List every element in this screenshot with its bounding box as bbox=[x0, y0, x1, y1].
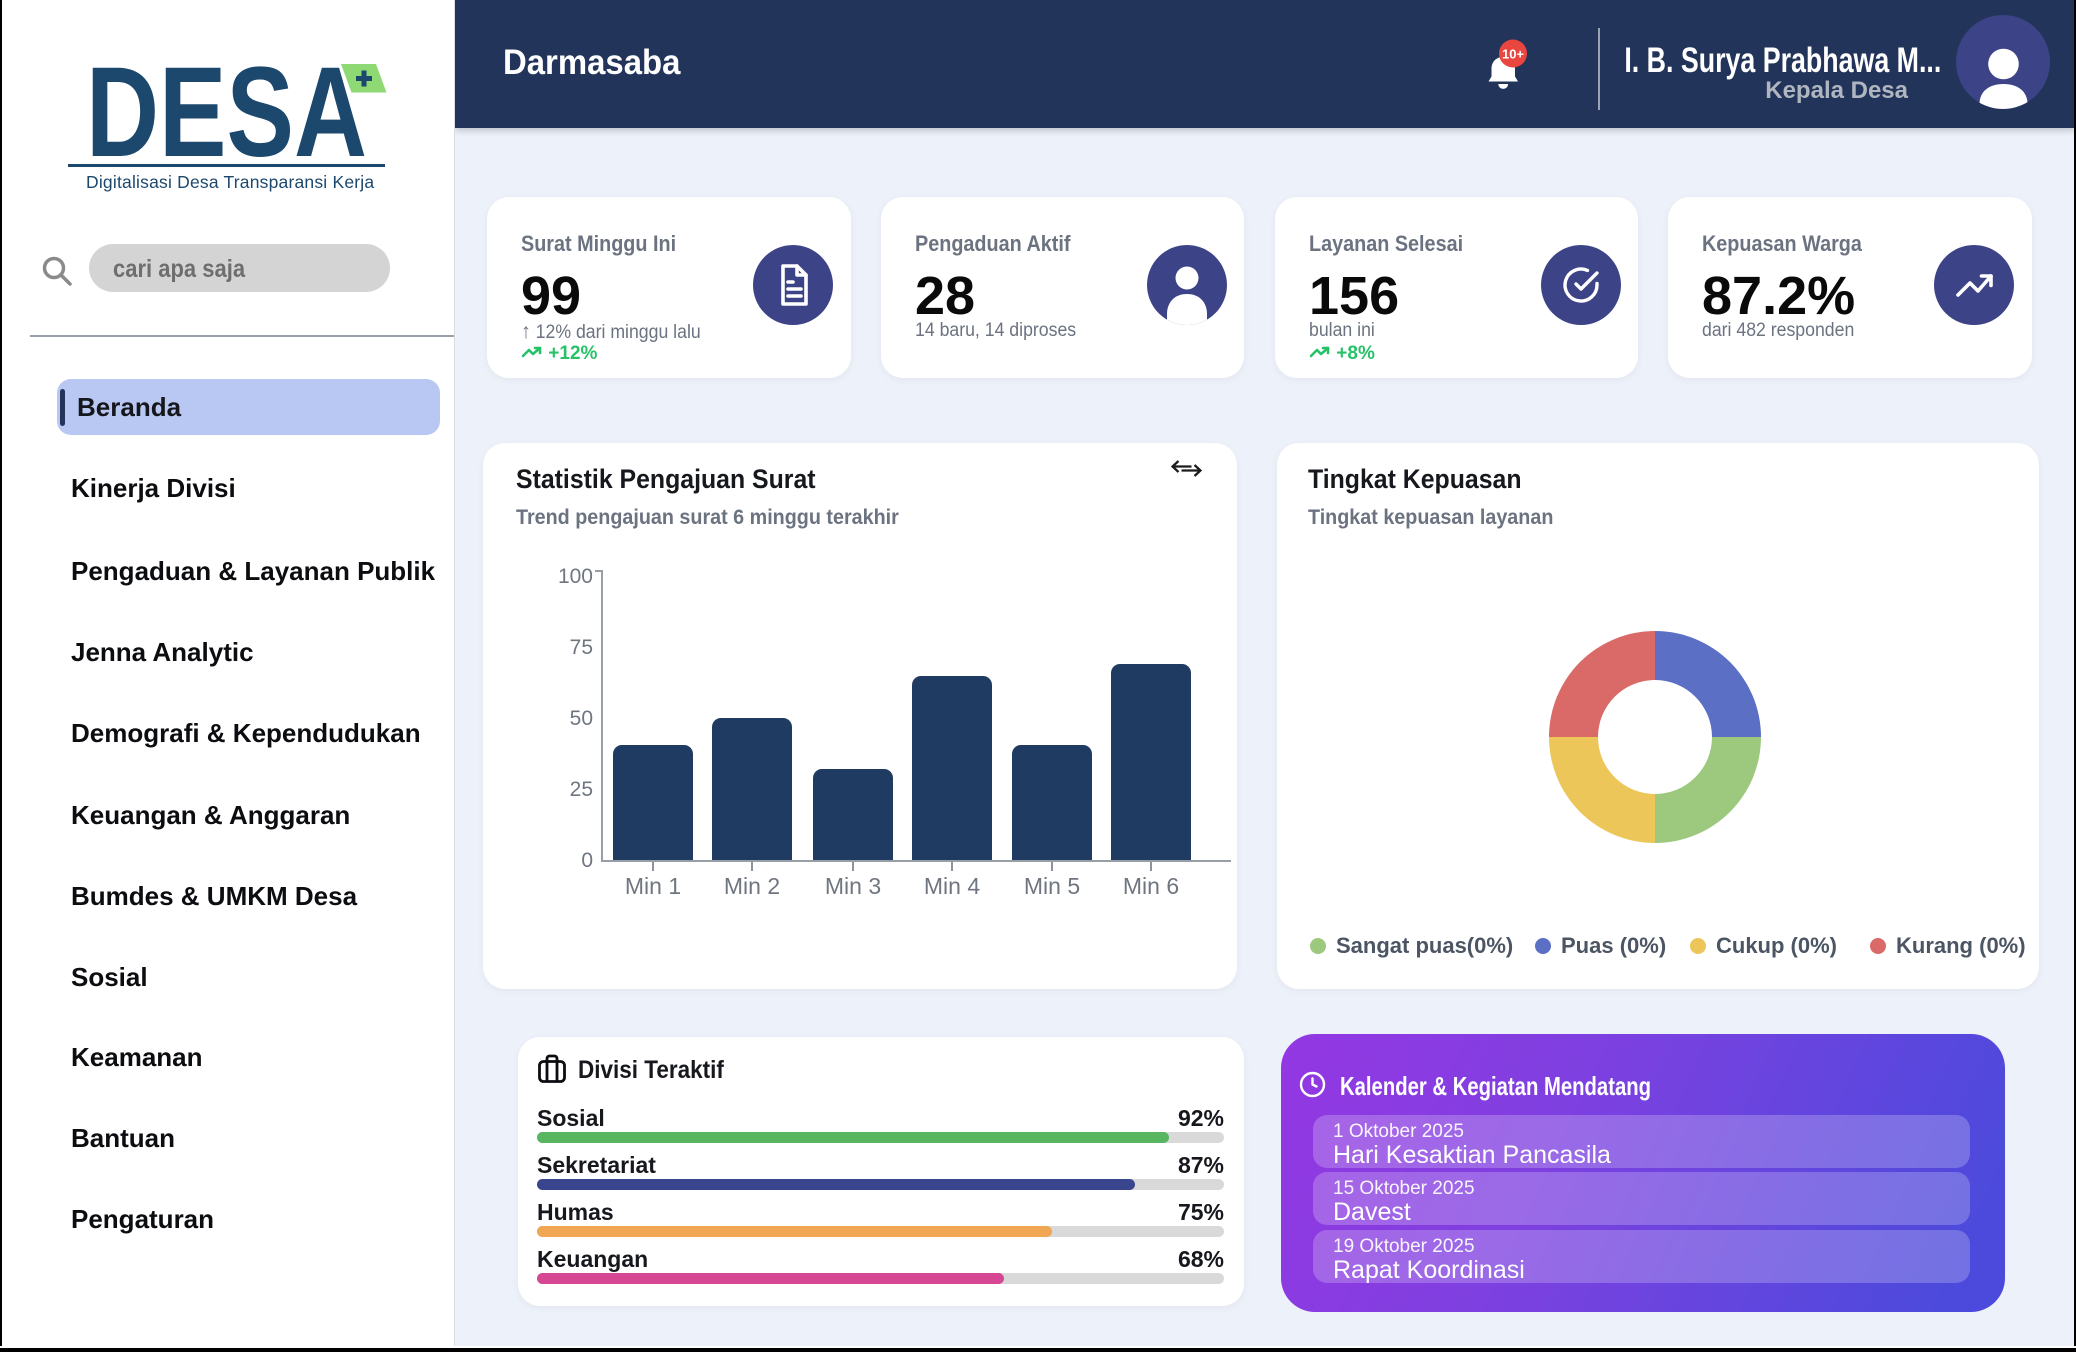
svg-text:10+: 10+ bbox=[1502, 47, 1524, 62]
svg-text:DESA: DESA bbox=[86, 41, 367, 184]
